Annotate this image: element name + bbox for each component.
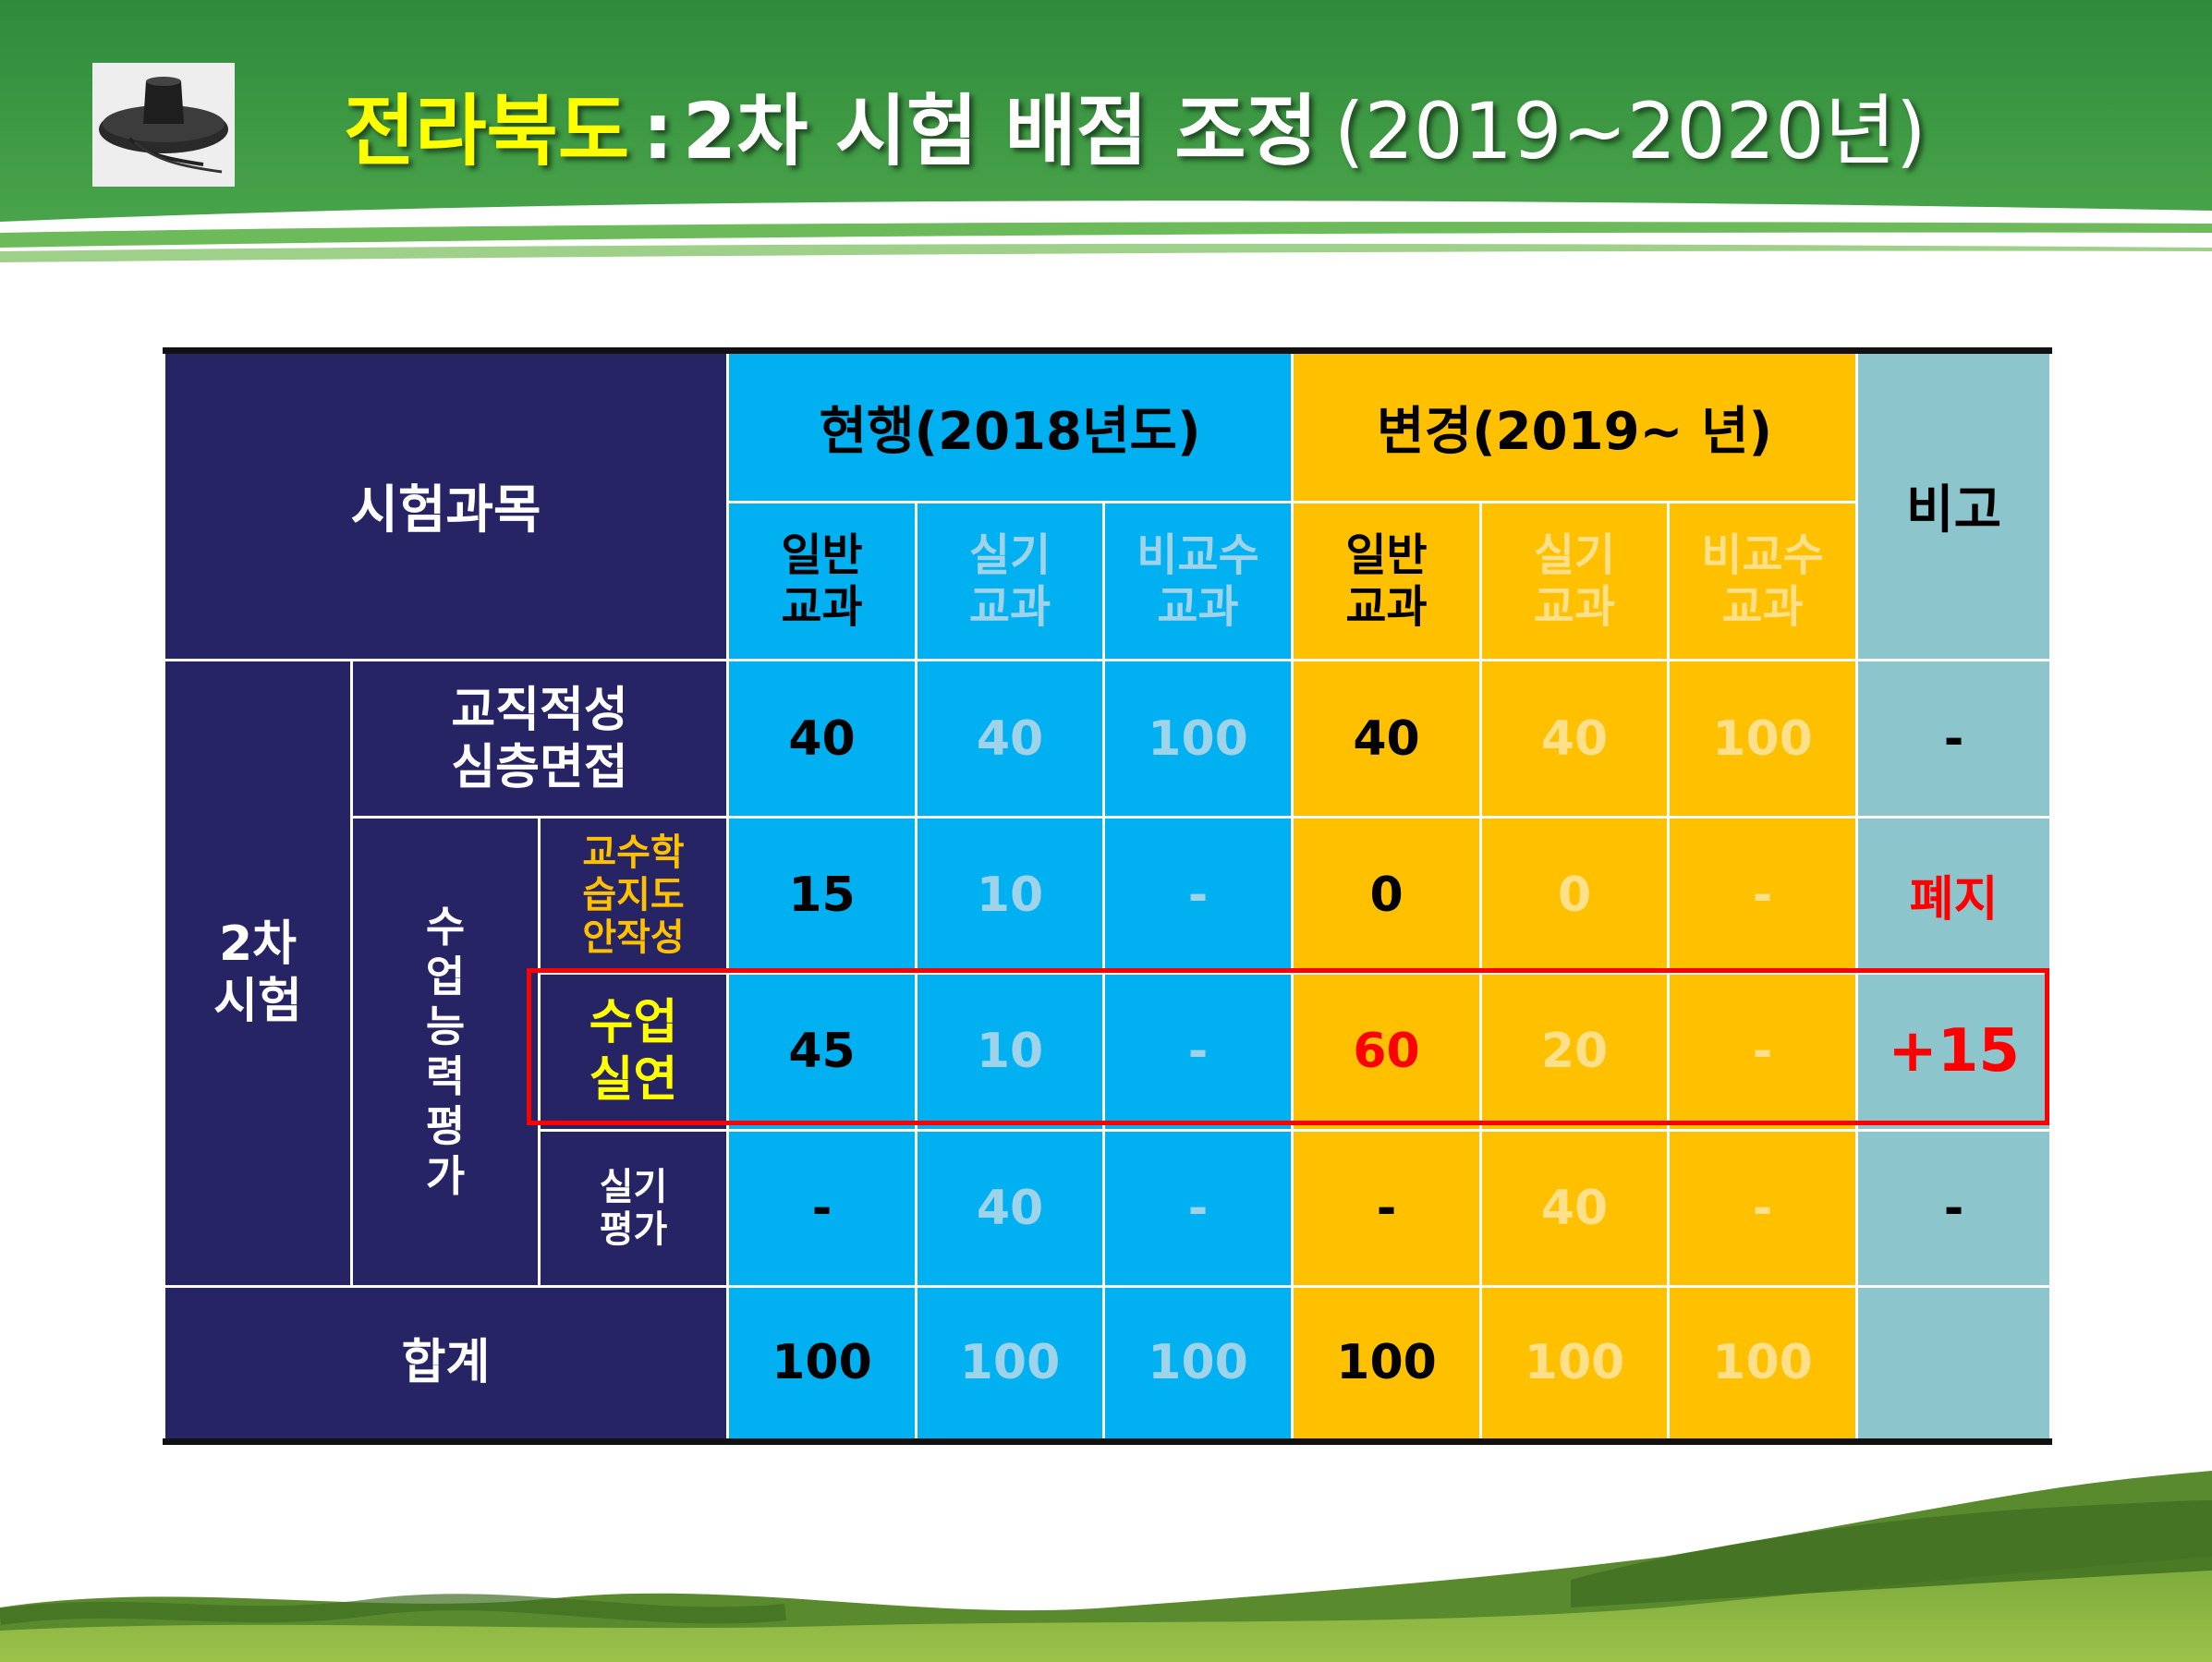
score-cell: - xyxy=(1102,971,1294,1133)
changed-non-teaching-header: 비교수 교과 xyxy=(1667,501,1859,661)
score-cell: 10 xyxy=(915,816,1106,975)
remark-header: 비고 xyxy=(1855,349,2053,661)
remark-cell: 폐지 xyxy=(1855,816,2053,975)
total-row: 합계 100 100 100 100 100 100 xyxy=(162,1284,2053,1444)
score-table: 시험과목 현행(2018년도) 변경(2019~ 년) 비고 일반 교과 실기 교과… xyxy=(162,347,2053,1445)
changed-header: 변경(2019~ 년) xyxy=(1291,348,1859,504)
table-row: 수업 실연 45 10 - 60 20 - +15 xyxy=(164,971,2053,1133)
score-cell: 40 xyxy=(726,658,918,819)
score-cell: 100 xyxy=(915,1284,1106,1444)
score-cell: 45 xyxy=(726,971,918,1133)
title-region: 전라북도 xyxy=(344,86,630,176)
table-row: 2차 시험 교직적성 심층면접 40 40 100 40 40 100 - xyxy=(163,658,2053,1288)
score-cell: - xyxy=(1291,1129,1483,1288)
title-years: (2019~2020년) xyxy=(1333,86,1926,176)
score-cell: 15 xyxy=(726,816,918,975)
title-main: 2차 시험 배점 조정 xyxy=(682,86,1318,176)
score-cell: 10 xyxy=(915,971,1106,1133)
row-label: 수업 실연 xyxy=(537,971,730,1133)
score-cell: 20 xyxy=(1479,971,1671,1133)
score-cell: 40 xyxy=(1291,658,1483,819)
score-cell: 40 xyxy=(1479,1129,1671,1288)
score-cell: 100 xyxy=(1667,1284,1859,1444)
score-cell: 0 xyxy=(1479,816,1671,975)
row-label: 실기 평가 xyxy=(537,1129,730,1288)
remark-cell xyxy=(1855,1284,2053,1444)
title-separator: : xyxy=(642,86,674,176)
score-cell: 60 xyxy=(1291,971,1483,1133)
grass-strip-image xyxy=(0,1471,2212,1662)
score-cell: - xyxy=(726,1129,918,1288)
remark-cell: +15 xyxy=(1855,971,2053,1133)
score-cell: - xyxy=(1667,1129,1859,1288)
remark-cell: - xyxy=(1855,1129,2053,1288)
stage-label: 2차 시험 xyxy=(163,658,353,1288)
score-cell: 100 xyxy=(1479,1284,1671,1444)
changed-practical-header: 실기 교과 xyxy=(1479,501,1671,661)
score-cell: 100 xyxy=(1291,1284,1483,1444)
subject-header: 시험과목 xyxy=(162,349,730,661)
remark-cell: - xyxy=(1855,658,2053,819)
gat-hat-image xyxy=(92,63,235,187)
score-cell: - xyxy=(1667,971,1859,1133)
table-row: 실기 평가 - 40 - - 40 - - xyxy=(164,1129,2053,1288)
score-cell: 100 xyxy=(1102,658,1294,819)
current-general-header: 일반 교과 xyxy=(726,501,918,661)
score-cell: 100 xyxy=(1102,1284,1294,1444)
row-label: 교직적성 심층면접 xyxy=(349,658,730,819)
score-cell: 0 xyxy=(1291,816,1483,975)
score-cell: 40 xyxy=(915,1129,1106,1288)
score-cell: 100 xyxy=(1667,658,1859,819)
current-header: 현행(2018년도) xyxy=(726,348,1294,504)
score-cell: 100 xyxy=(726,1284,918,1444)
header-wave-decoration xyxy=(0,200,2212,296)
score-cell: - xyxy=(1667,816,1859,975)
changed-general-header: 일반 교과 xyxy=(1291,501,1483,661)
current-non-teaching-header: 비교수 교과 xyxy=(1102,501,1294,661)
score-cell: 40 xyxy=(915,658,1106,819)
score-cell: 40 xyxy=(1479,658,1671,819)
header-banner xyxy=(0,0,2212,296)
total-label: 합계 xyxy=(162,1284,730,1444)
current-practical-header: 실기 교과 xyxy=(915,501,1106,661)
row-label: 교수학 습지도 안작성 xyxy=(537,816,730,975)
score-cell: - xyxy=(1102,1129,1294,1288)
highlight-box xyxy=(527,968,2049,1125)
page-title: 전라북도:2차 시험 배점 조정 (2019~2020년) xyxy=(344,76,1926,187)
score-cell: - xyxy=(1102,816,1294,975)
